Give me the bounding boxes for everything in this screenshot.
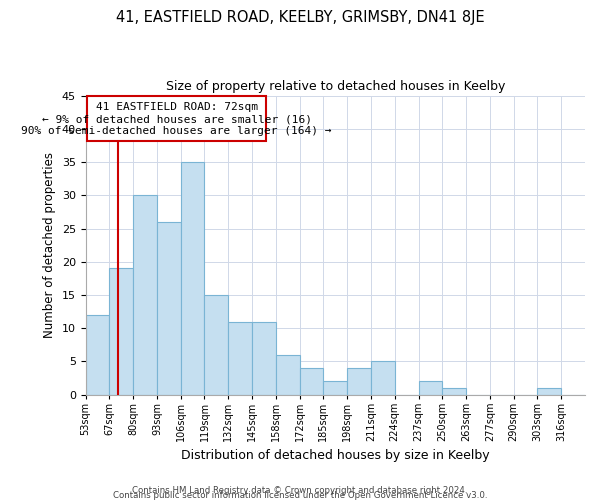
Bar <box>442 388 466 394</box>
Bar <box>157 222 181 394</box>
Bar <box>228 322 252 394</box>
Bar <box>109 268 133 394</box>
Y-axis label: Number of detached properties: Number of detached properties <box>43 152 56 338</box>
Bar <box>86 315 109 394</box>
Bar <box>181 162 205 394</box>
Text: 90% of semi-detached houses are larger (164) →: 90% of semi-detached houses are larger (… <box>21 126 332 136</box>
Text: 41 EASTFIELD ROAD: 72sqm: 41 EASTFIELD ROAD: 72sqm <box>95 102 257 112</box>
Bar <box>419 382 442 394</box>
Bar <box>538 388 561 394</box>
Bar <box>371 362 395 394</box>
X-axis label: Distribution of detached houses by size in Keelby: Distribution of detached houses by size … <box>181 450 490 462</box>
Bar <box>323 382 347 394</box>
Text: Contains public sector information licensed under the Open Government Licence v3: Contains public sector information licen… <box>113 491 487 500</box>
Text: Contains HM Land Registry data © Crown copyright and database right 2024.: Contains HM Land Registry data © Crown c… <box>132 486 468 495</box>
Title: Size of property relative to detached houses in Keelby: Size of property relative to detached ho… <box>166 80 505 93</box>
Bar <box>299 368 323 394</box>
Bar <box>347 368 371 394</box>
Bar <box>276 355 299 395</box>
Bar <box>205 295 228 394</box>
FancyBboxPatch shape <box>87 96 266 141</box>
Text: 41, EASTFIELD ROAD, KEELBY, GRIMSBY, DN41 8JE: 41, EASTFIELD ROAD, KEELBY, GRIMSBY, DN4… <box>116 10 484 25</box>
Text: ← 9% of detached houses are smaller (16): ← 9% of detached houses are smaller (16) <box>41 114 311 124</box>
Bar <box>252 322 276 394</box>
Bar <box>133 196 157 394</box>
